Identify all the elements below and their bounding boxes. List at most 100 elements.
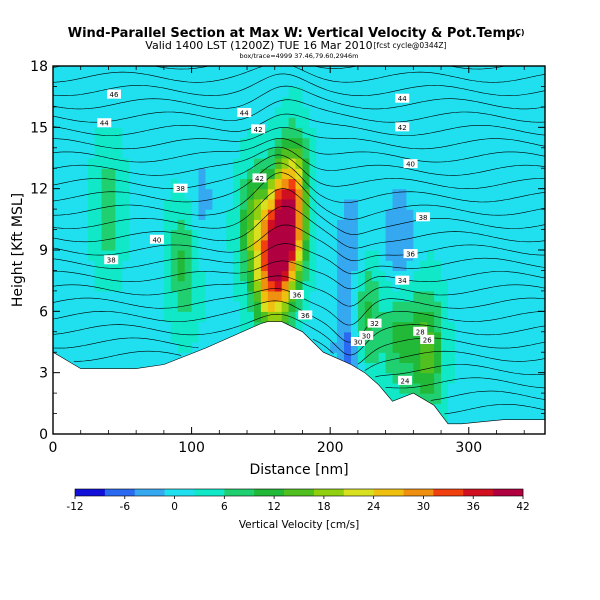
field-cell — [503, 66, 511, 77]
isentrope — [53, 275, 545, 307]
field-cell — [240, 250, 248, 261]
field-cell — [108, 96, 116, 108]
field-cell — [316, 127, 324, 139]
field-cell — [260, 66, 269, 77]
field-cell — [496, 342, 505, 353]
field-cell — [170, 188, 179, 200]
field-cell — [253, 209, 262, 220]
field-cell — [240, 229, 248, 241]
field-cell — [53, 270, 61, 282]
field-cell — [434, 342, 442, 353]
field-cell — [531, 352, 539, 364]
field-cell — [385, 270, 394, 282]
field-cell — [427, 260, 435, 272]
field-cell — [538, 96, 545, 108]
field-cell — [482, 198, 491, 210]
field-cell — [330, 331, 338, 343]
colorbar-swatch — [164, 489, 195, 496]
field-cell — [302, 66, 310, 77]
field-cell — [392, 147, 401, 159]
field-cell — [496, 331, 505, 343]
field-cell — [267, 66, 276, 77]
field-cell — [53, 198, 61, 210]
field-cell — [378, 352, 387, 364]
field-cell — [468, 147, 477, 159]
field-cell — [73, 76, 82, 88]
field-cell — [260, 106, 269, 118]
field-cell — [441, 198, 449, 210]
field-cell — [94, 137, 103, 149]
field-cell — [385, 188, 394, 200]
field-cell — [73, 147, 82, 159]
field-cell — [510, 229, 518, 241]
field-cell — [108, 127, 116, 139]
field-cell — [288, 66, 297, 77]
field-cell — [205, 301, 213, 312]
field-cell — [337, 86, 345, 98]
field-cell — [350, 342, 359, 353]
field-cell — [136, 239, 144, 251]
field-cell — [517, 209, 525, 220]
field-cell — [87, 198, 96, 210]
field-cell — [309, 117, 317, 128]
field-cell — [191, 270, 200, 282]
field-cell — [399, 321, 408, 333]
field-cell — [177, 168, 186, 180]
field-cell — [267, 290, 276, 302]
field-cell — [177, 137, 186, 149]
field-cell — [350, 352, 359, 364]
field-cell — [447, 413, 456, 425]
field-cell — [364, 106, 373, 118]
field-cell — [226, 127, 234, 139]
field-cell — [94, 86, 103, 98]
field-cell — [503, 321, 511, 333]
field-cell — [357, 321, 366, 333]
field-cell — [454, 188, 463, 200]
field-cell — [295, 229, 304, 241]
field-cell — [447, 117, 456, 128]
colorbar-tick-label: 42 — [516, 501, 529, 513]
field-cell — [226, 270, 234, 282]
field-cell — [531, 342, 539, 353]
field-cell — [468, 76, 477, 88]
field-cell — [413, 331, 421, 343]
field-cell — [156, 331, 165, 343]
field-cell — [281, 66, 290, 77]
field-cell — [323, 117, 331, 128]
field-cell — [475, 321, 484, 333]
field-cell — [482, 117, 491, 128]
field-cell — [517, 158, 525, 169]
field-cell — [385, 331, 394, 343]
field-cell — [150, 219, 158, 231]
field-cell — [392, 158, 401, 169]
field-cell — [281, 178, 290, 190]
field-cell — [538, 382, 545, 394]
field-cell — [177, 209, 186, 220]
field-cell — [288, 117, 297, 128]
field-cell — [247, 188, 255, 200]
field-cell — [344, 229, 352, 241]
field-cell — [295, 250, 304, 261]
field-cell — [212, 270, 220, 282]
field-cell — [170, 331, 179, 343]
field-cell — [482, 239, 491, 251]
field-cell — [413, 178, 421, 190]
field-cell — [447, 382, 456, 394]
field-cell — [274, 219, 283, 231]
field-cell — [441, 66, 449, 77]
field-cell — [309, 321, 317, 333]
field-cell — [191, 198, 200, 210]
field-cell — [468, 393, 477, 404]
field-cell — [247, 229, 255, 241]
field-cell — [316, 188, 324, 200]
field-cell — [517, 362, 525, 374]
field-cell — [441, 270, 449, 282]
field-cell — [115, 76, 123, 88]
field-cell — [350, 137, 359, 149]
field-cell — [538, 86, 545, 98]
field-cell — [219, 106, 227, 118]
field-cell — [108, 66, 116, 77]
field-cell — [538, 76, 545, 88]
field-cell — [260, 188, 269, 200]
field-cell — [447, 188, 456, 200]
